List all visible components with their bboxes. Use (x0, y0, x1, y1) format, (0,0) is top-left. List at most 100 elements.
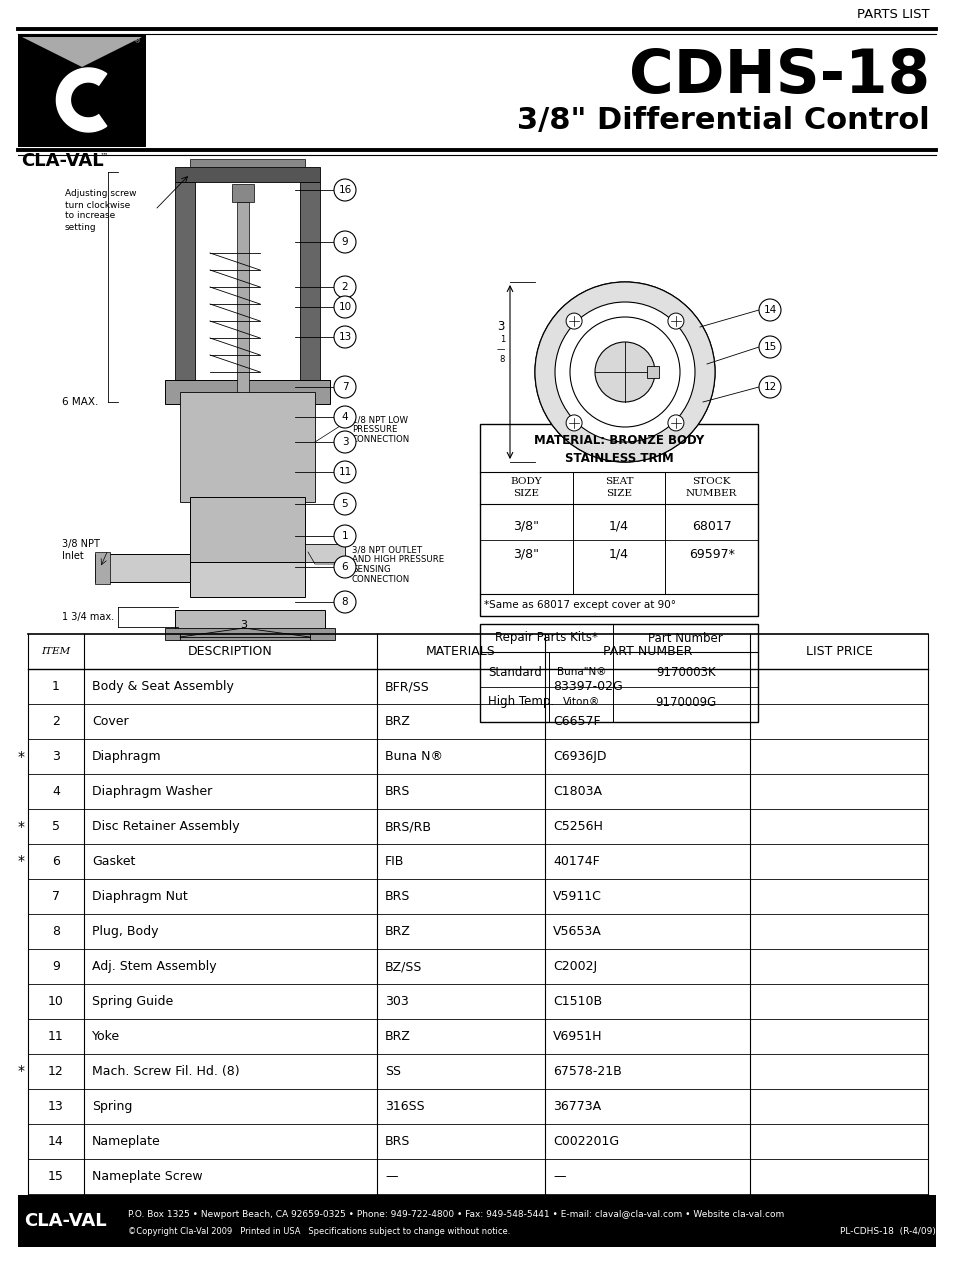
Text: 6: 6 (341, 562, 348, 572)
Text: Mach. Screw Fil. Hd. (8): Mach. Screw Fil. Hd. (8) (91, 1065, 239, 1078)
Text: 15: 15 (48, 1170, 64, 1182)
Text: 14: 14 (762, 305, 776, 316)
Text: Standard: Standard (488, 665, 541, 679)
Text: Nameplate: Nameplate (91, 1135, 161, 1148)
Text: 3/8" Differential Control: 3/8" Differential Control (517, 106, 929, 135)
Text: 15: 15 (762, 342, 776, 352)
Bar (299, 182, 319, 392)
Text: Viton®: Viton® (562, 697, 599, 707)
Text: 13: 13 (48, 1100, 64, 1113)
Bar (95, 551, 110, 584)
Text: 3/8 NPT: 3/8 NPT (62, 539, 100, 549)
Text: 7: 7 (52, 890, 60, 904)
Text: 6: 6 (52, 854, 60, 868)
Text: PRESSURE: PRESSURE (352, 425, 397, 434)
Text: BRZ: BRZ (385, 1030, 411, 1042)
Bar (305, 544, 345, 562)
Text: STAINLESS TRIM: STAINLESS TRIM (564, 453, 673, 466)
Text: Body & Seat Assembly: Body & Seat Assembly (91, 680, 233, 693)
Text: 14: 14 (48, 1135, 64, 1148)
Circle shape (334, 432, 355, 453)
Text: 9: 9 (52, 960, 60, 973)
Text: 1: 1 (341, 531, 348, 541)
Text: 9170003K: 9170003K (656, 665, 715, 679)
Bar (190, 497, 305, 562)
Bar (18, 35, 146, 146)
Circle shape (595, 342, 655, 403)
Text: 11: 11 (338, 467, 352, 477)
Text: BRS: BRS (385, 1135, 410, 1148)
Text: 83397-02G: 83397-02G (553, 680, 622, 693)
Circle shape (759, 336, 781, 358)
Text: ITEM: ITEM (41, 647, 71, 656)
Text: BRS: BRS (385, 890, 410, 904)
Circle shape (667, 415, 683, 430)
Text: PL-CDHS-18  (R-4/09): PL-CDHS-18 (R-4/09) (840, 1227, 935, 1235)
Text: 3: 3 (52, 750, 60, 764)
Text: SS: SS (385, 1065, 400, 1078)
Text: DESCRIPTION: DESCRIPTION (188, 645, 273, 658)
Circle shape (334, 231, 355, 252)
Circle shape (565, 313, 581, 329)
Text: 8: 8 (52, 925, 60, 938)
Text: MATERIAL: BRONZE BODY: MATERIAL: BRONZE BODY (534, 434, 703, 448)
Text: 6 MAX.: 6 MAX. (62, 398, 98, 408)
Text: Part Number: Part Number (648, 631, 722, 645)
Text: CLA-VAL: CLA-VAL (21, 151, 104, 170)
Text: Gasket: Gasket (91, 854, 135, 868)
Circle shape (334, 326, 355, 348)
Text: ®: ® (134, 38, 141, 44)
Text: Buna N®: Buna N® (385, 750, 442, 764)
Bar (236, 202, 249, 392)
Text: —: — (553, 1170, 565, 1182)
Text: 36773A: 36773A (553, 1100, 600, 1113)
Text: ©Copyright Cla-Val 2009   Printed in USA   Specifications subject to change with: ©Copyright Cla-Val 2009 Printed in USA S… (128, 1227, 510, 1235)
Text: SENSING: SENSING (352, 565, 391, 574)
Text: 8: 8 (499, 356, 504, 365)
Text: BRZ: BRZ (385, 925, 411, 938)
Text: 1/4: 1/4 (608, 520, 628, 533)
Text: 12576-01D: 12576-01D (553, 1205, 622, 1218)
Text: 303: 303 (385, 994, 408, 1008)
Text: 4: 4 (341, 411, 348, 422)
Circle shape (569, 317, 679, 427)
Circle shape (565, 415, 581, 430)
Bar (165, 380, 330, 404)
Text: FIB: FIB (385, 854, 404, 868)
Text: Buna"N®: Buna"N® (557, 668, 605, 676)
Text: BRS: BRS (385, 785, 410, 798)
Text: 13: 13 (338, 332, 352, 342)
Text: 3: 3 (341, 437, 348, 447)
Text: 10: 10 (48, 994, 64, 1008)
Bar (174, 610, 325, 632)
Text: 316SS: 316SS (385, 1100, 424, 1113)
Text: BZ/SS: BZ/SS (385, 960, 422, 973)
Circle shape (334, 406, 355, 428)
Polygon shape (22, 37, 142, 67)
Text: 4: 4 (52, 785, 60, 798)
Text: Diaphragm Washer: Diaphragm Washer (91, 785, 212, 798)
Text: to increase: to increase (65, 212, 115, 221)
Circle shape (759, 376, 781, 398)
Circle shape (667, 313, 683, 329)
Bar (479, 623, 758, 722)
Bar (232, 184, 253, 202)
Text: 5: 5 (52, 820, 60, 833)
Text: High Temp.: High Temp. (488, 695, 554, 708)
Text: 10: 10 (338, 302, 352, 312)
Text: MATERIALS: MATERIALS (426, 645, 496, 658)
Text: SIZE: SIZE (513, 490, 538, 498)
Text: Inlet: Inlet (62, 551, 84, 562)
Text: *: * (17, 750, 25, 764)
Text: V5653A: V5653A (553, 925, 601, 938)
Text: Adjusting screw: Adjusting screw (65, 189, 136, 198)
Text: C002201G: C002201G (553, 1135, 618, 1148)
Circle shape (334, 276, 355, 298)
Text: 2: 2 (52, 716, 60, 728)
Text: PART NUMBER: PART NUMBER (602, 645, 692, 658)
Bar (180, 392, 314, 502)
Text: —: — (497, 346, 504, 355)
Text: 1 3/4 max.: 1 3/4 max. (62, 612, 114, 622)
Text: 2: 2 (341, 281, 348, 292)
Text: —: — (385, 1170, 397, 1182)
